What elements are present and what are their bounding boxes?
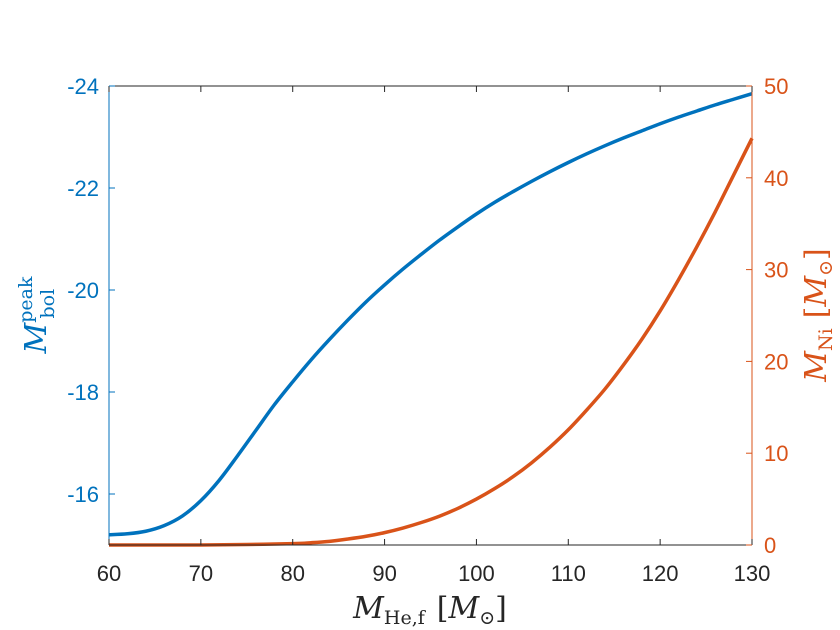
y-left-tick-label: -22: [67, 176, 99, 201]
x-tick-label: 90: [372, 561, 396, 586]
x-tick-label: 100: [458, 561, 495, 586]
y-axis-right-title-unit-main: M: [799, 275, 834, 308]
x-tick-label: 60: [97, 561, 121, 586]
x-axis-title-unit-sub: ⊙: [479, 607, 495, 629]
x-tick-label: 80: [280, 561, 304, 586]
series-line-peak-magnitude: [108, 91, 753, 537]
x-axis-title-sub: He,f: [384, 607, 427, 629]
y-right-tick-label: 40: [764, 166, 788, 191]
y-axis-right-title-sub: Ni: [815, 328, 837, 351]
y-right-tick-label: 10: [764, 441, 788, 466]
y-left-tick-label: -16: [67, 482, 99, 507]
x-tick-label: 70: [189, 561, 213, 586]
x-axis-title-unit-main: M: [447, 591, 480, 626]
x-axis-title-main: M: [352, 591, 385, 626]
axes-layer: 60 70 80 90 100 110 120 130 -16 -18 -20 -22 -24 0 10 20…: [67, 74, 788, 586]
y-right-tick-label: 20: [764, 349, 788, 374]
x-tick-label: 110: [551, 561, 586, 586]
y-axis-right-title-main: M: [799, 350, 834, 383]
y-right-tick-label: 0: [764, 533, 776, 558]
y-axis-left-title-sup: peak: [15, 276, 37, 323]
y-right-tick-label: 50: [764, 74, 788, 99]
y-axis-left-title: Mpeakbol: [15, 276, 59, 354]
series-layer: [108, 91, 754, 547]
y-axis-right-title-unit-sub: ⊙: [815, 260, 837, 276]
y-axis-left-title-main: M: [19, 321, 54, 354]
series-line-nickel-mass: [108, 137, 754, 547]
y-axis-right-title: MNi[M⊙]: [799, 248, 837, 383]
x-axis-title: MHe,f [M⊙]: [352, 591, 507, 629]
y-axis-right-title-unit-open: [: [799, 307, 834, 319]
y-left-tick-label: -24: [67, 74, 99, 99]
x-axis-title-unit-close: ]: [495, 591, 507, 626]
x-tick-label: 120: [642, 561, 679, 586]
y-left-tick-label: -18: [67, 380, 99, 405]
y-axis-right-title-unit-close: ]: [799, 248, 834, 260]
x-tick-label: 130: [734, 561, 771, 586]
x-axis-title-unit-open: [: [437, 591, 449, 626]
y-left-tick-label: -20: [67, 278, 99, 303]
y-axis-left-title-sub: bol: [37, 289, 59, 319]
y-right-tick-label: 30: [764, 258, 788, 283]
